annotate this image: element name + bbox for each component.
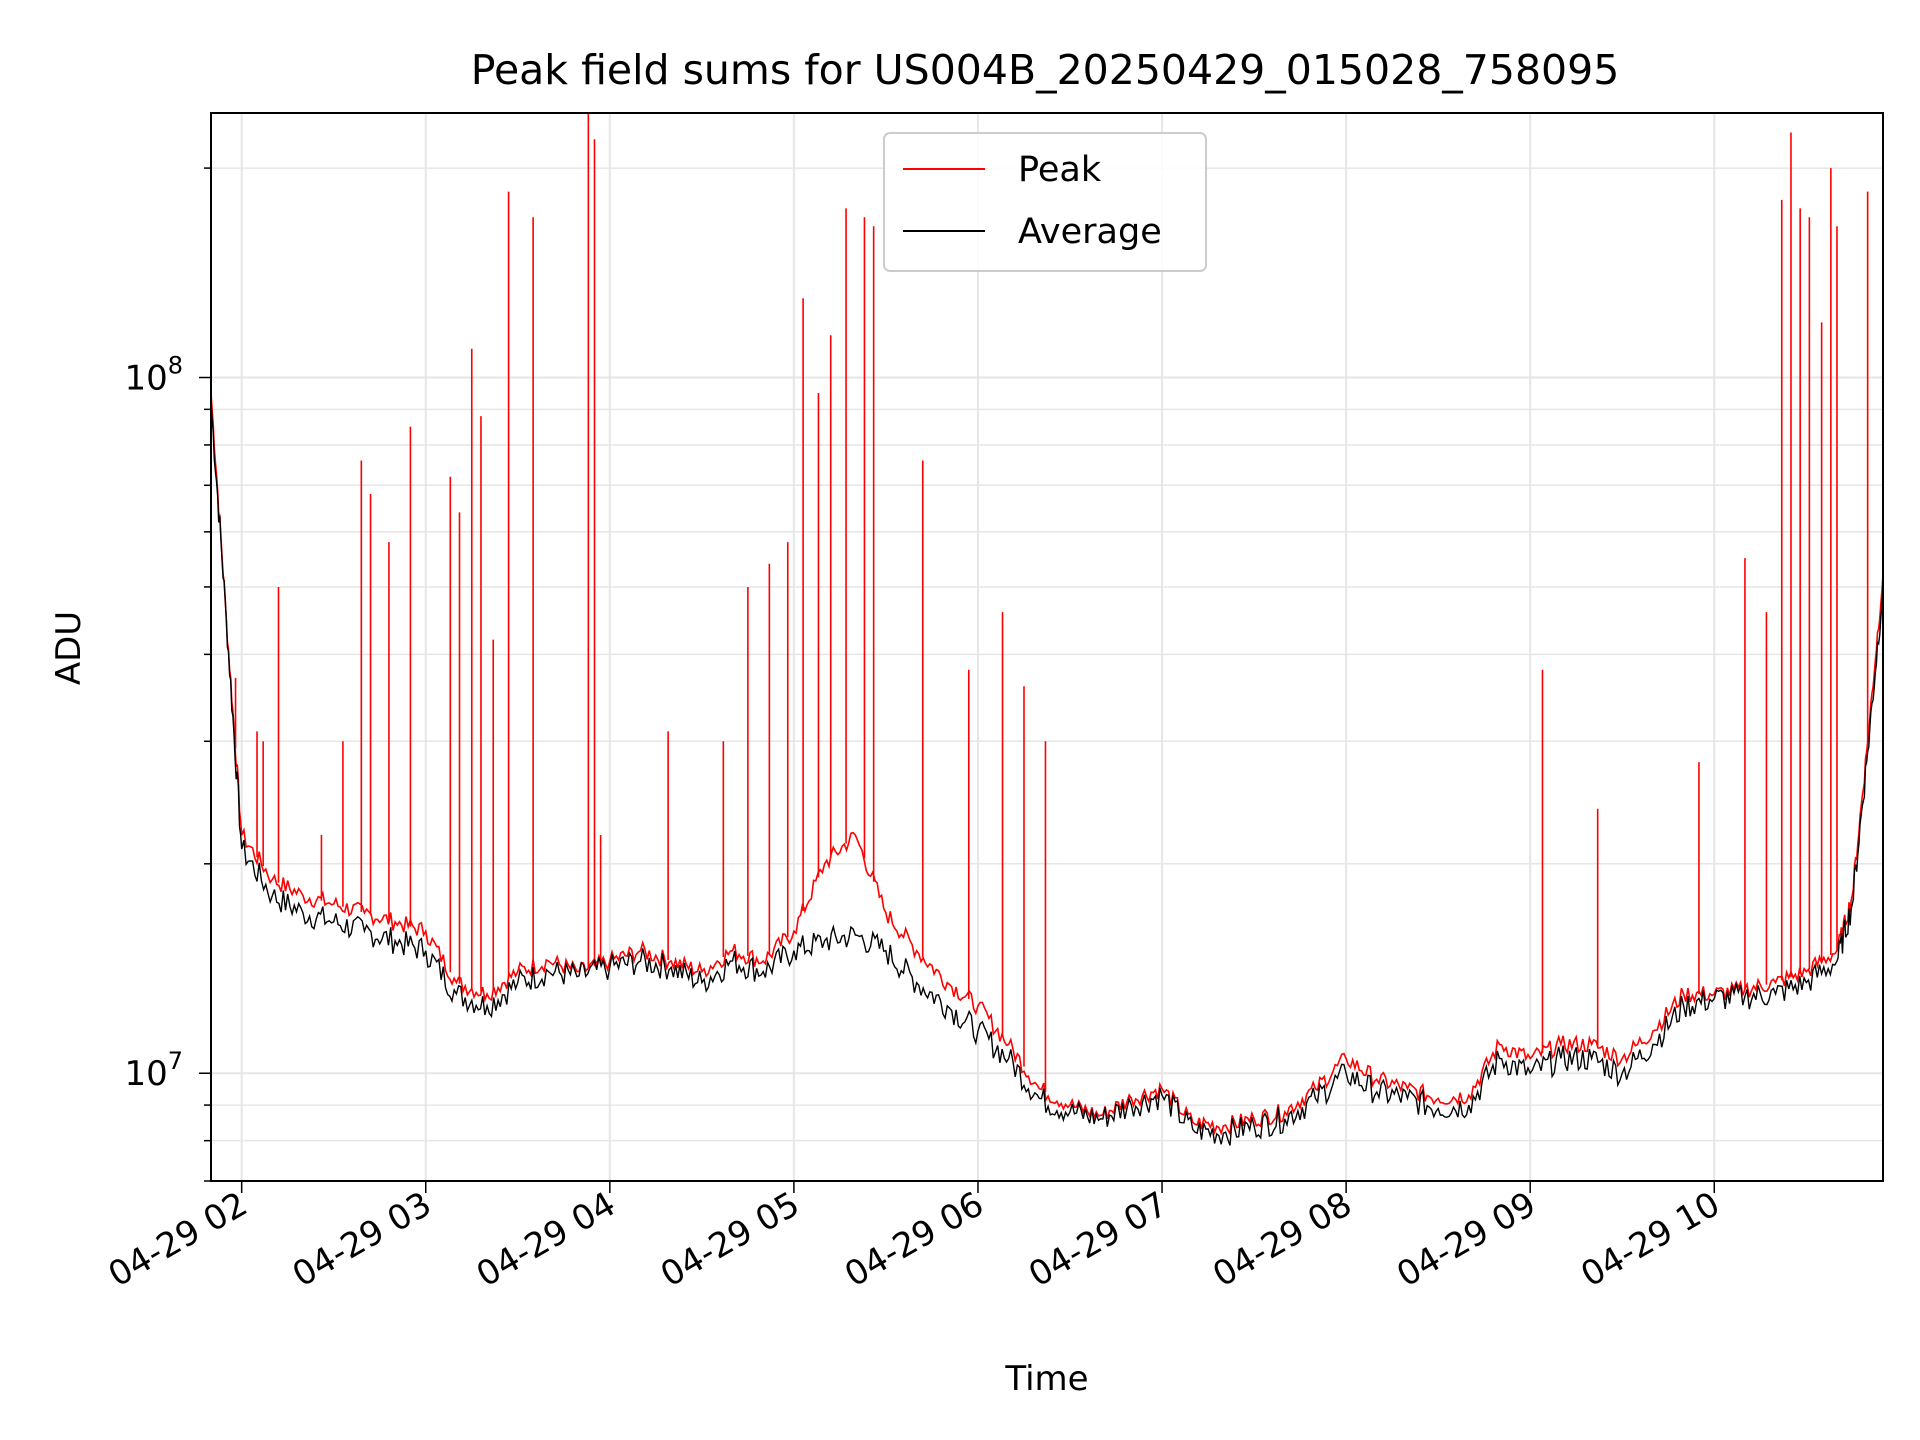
legend: Peak Average [883,132,1207,272]
legend-label-peak: Peak [1018,150,1102,190]
chart-title: Peak field sums for US004B_20250429_0150… [471,46,1620,94]
x-tick-label: 04-29 10 [1574,1184,1726,1295]
x-tick-label: 04-29 06 [838,1184,990,1295]
x-tick-label: 04-29 02 [102,1184,254,1295]
x-tick-label: 04-29 03 [286,1184,438,1295]
y-tick-label-exponent: 8 [168,352,183,380]
x-tick-label: 04-29 05 [654,1184,806,1295]
x-tick-label: 04-29 07 [1022,1184,1174,1295]
grid [211,113,1883,1182]
y-axis-label: ADU [49,611,89,685]
y-tick-label-exponent: 7 [168,1047,183,1075]
y-tick-label: 108 [124,352,183,399]
y-tick-label-base: 10 [124,359,167,399]
x-tick-label: 04-29 04 [470,1184,622,1295]
x-axis-label: Time [1004,1359,1088,1399]
x-tick-label: 04-29 08 [1206,1184,1358,1295]
legend-label-average: Average [1018,212,1162,252]
y-tick-label-base: 10 [124,1054,167,1094]
x-tick-label: 04-29 09 [1390,1184,1542,1295]
x-axis: 04-29 02 04-29 03 04-29 04 04-29 05 04-29 06… [102,1181,1727,1295]
plot-area [211,113,1883,1146]
plot-frame [210,112,1884,1182]
y-tick-label: 107 [124,1047,183,1094]
series-line-average [211,402,1883,1146]
legend-box [883,132,1207,272]
series-line-peak [211,392,1883,1136]
